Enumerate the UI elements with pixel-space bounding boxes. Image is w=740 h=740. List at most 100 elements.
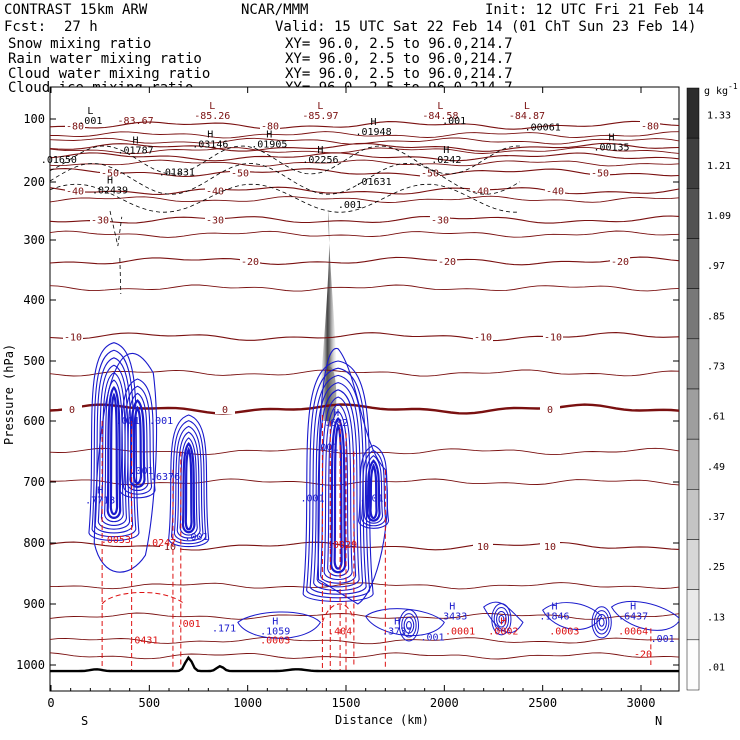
extremum-kind: L: [87, 106, 93, 117]
colorbar-label: .61: [707, 412, 725, 423]
isotherm-label: -30: [206, 216, 224, 227]
extremum-value: .0003: [260, 636, 290, 647]
isotherm-label: -40: [206, 187, 224, 198]
legend-label-rain: Rain water mixing ratio: [8, 51, 202, 67]
extremum-kind: H: [333, 408, 339, 419]
y-tick-label: 300: [23, 233, 45, 247]
isotherm-label-bg: [215, 404, 235, 414]
y-tick-label: 800: [23, 536, 45, 550]
cloud-cell-main: [330, 417, 347, 574]
extremum-value: .001: [420, 633, 444, 644]
y-tick-label: 1000: [16, 658, 45, 672]
ice-contour: [50, 163, 521, 195]
isotherm-label-bg: [260, 120, 280, 131]
low-cloud-ring: [491, 603, 512, 636]
low-cloud-ring: [401, 613, 417, 638]
colorbar-label: .73: [707, 361, 725, 372]
colorbar-bin: [686, 438, 700, 490]
extremum-value: -85.26: [194, 111, 230, 122]
extremum-value: -84.87: [509, 111, 545, 122]
isotherm-label: 10: [477, 542, 489, 553]
low-cloud-ring: [496, 610, 507, 628]
low-cloud: [542, 602, 603, 630]
cloud-cell-west-2: [129, 399, 146, 488]
south-label: S: [81, 714, 88, 728]
colorbar-bin: [686, 288, 700, 340]
isotherm-label-bg: [437, 256, 457, 266]
extremum-value: .00135: [593, 143, 629, 154]
cloud-cell-east: [366, 459, 381, 522]
isotherm-minor: [50, 369, 679, 377]
isotherm-label: 10: [544, 542, 556, 553]
extremum-value: .001: [78, 116, 102, 127]
cloud-cell-mid: [170, 420, 207, 545]
cloud-cell-west-2: [126, 392, 149, 492]
isotherm-minor: [50, 159, 679, 167]
colorbar-label: .97: [707, 261, 725, 272]
extremum-value: -83.67: [118, 116, 154, 127]
isotherm-label: -20: [438, 257, 456, 268]
extremum-kind: L: [317, 101, 323, 112]
extremum-value: .01948: [355, 127, 391, 138]
extremum-value: -84.58: [422, 111, 458, 122]
org-label: NCAR/MMM: [241, 2, 308, 18]
isotherm-minor: [50, 612, 679, 620]
extremum-value: .001: [177, 619, 201, 630]
isotherm-label-bg: [590, 167, 610, 178]
colorbar-label: .85: [707, 311, 725, 322]
isotherm--60: [50, 152, 679, 162]
y-tick-label: 200: [23, 175, 45, 189]
extremum-value: .7713: [85, 495, 115, 506]
colorbar-label: 1.33: [707, 111, 731, 122]
isotherm-label-bg: [420, 167, 440, 178]
low-cloud-ring: [591, 606, 612, 639]
isotherm-minor: [50, 131, 679, 139]
isotherm-label-bg: [470, 185, 490, 196]
legend-xy-snow: XY= 96.0, 2.5 to 96.0,214.7: [285, 36, 513, 52]
extremum-value: .682: [324, 418, 348, 429]
isotherm--80: [50, 120, 679, 130]
isotherm-minor: [50, 652, 679, 660]
isotherm-label: -40: [546, 187, 564, 198]
extremum-value: .404: [328, 627, 352, 638]
isotherm-label: -50: [101, 169, 119, 180]
snow-shading: [318, 211, 339, 421]
colorbar-bin: [686, 338, 700, 390]
isotherm-label-bg: [63, 331, 83, 342]
isotherm-label-bg: [430, 214, 450, 225]
extrema-labels: L.001 -83.67L-85.26L-85.97L-84.58.001L-84…: [41, 101, 675, 661]
x-tick-label: 0: [47, 696, 54, 710]
cloud-cell-mid: [179, 437, 198, 536]
cloud-cell-east: [363, 454, 384, 524]
colorbar-bin: [686, 589, 700, 641]
low-cloud-ring: [593, 610, 610, 635]
isotherm--40: [50, 186, 679, 195]
extremum-value: .6437: [618, 611, 648, 622]
extremum-kind: L: [524, 101, 530, 112]
north-label: N: [655, 714, 662, 728]
isotherm--30: [50, 215, 679, 224]
isotherm-label-bg: [205, 214, 225, 225]
isotherm-minor: [50, 195, 679, 203]
extremum-value: .001: [301, 494, 325, 505]
colorbar-label: .25: [707, 562, 725, 573]
legend-label-snow: Snow mixing ratio: [8, 36, 151, 52]
extremum-value: .0029: [327, 540, 357, 551]
isotherm-label-bg: [473, 541, 493, 552]
extremum-value: .001: [314, 442, 338, 453]
isotherm-label: 10: [164, 542, 176, 553]
colorbar: g kg -1 1.33 1.21 1.09 .97 .85 .73 .61 .49 .37 .2…: [686, 82, 738, 691]
cloud-cell-mid: [184, 446, 193, 531]
extremum-kind: L: [209, 101, 215, 112]
extremum-value: .001: [149, 416, 173, 427]
colorbar-label: .13: [707, 612, 725, 623]
extremum-kind: H: [394, 617, 400, 628]
ice-contour: [119, 257, 122, 295]
cloud-water-contours: [88, 342, 679, 642]
extremum-kind: H: [608, 133, 614, 144]
colorbar-bin: [686, 388, 700, 440]
cloud-cell-main: [313, 382, 364, 591]
cloud-cell-main: [302, 360, 374, 603]
